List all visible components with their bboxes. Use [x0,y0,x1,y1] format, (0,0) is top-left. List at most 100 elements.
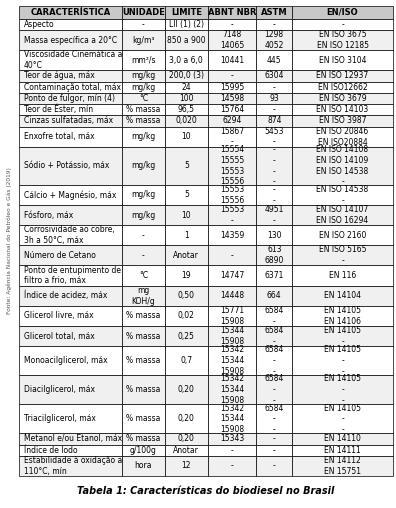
Text: mm²/s: mm²/s [131,56,156,65]
Bar [122,456,165,476]
Bar [257,6,292,19]
Bar [257,50,292,71]
Text: Tabela 1: Características do biodiesel no Brasil: Tabela 1: Características do biodiesel n… [77,486,335,496]
Bar [165,71,208,82]
Text: EN ISO 2160: EN ISO 2160 [319,231,366,240]
Bar [19,147,122,185]
Text: 3,0 a 6,0: 3,0 a 6,0 [169,56,203,65]
Text: % massa: % massa [126,116,160,125]
Bar [122,306,165,326]
Text: -: - [273,83,276,92]
Text: % massa: % massa [126,311,160,321]
Bar [257,245,292,266]
Text: 6584
-
-: 6584 - - [265,374,284,405]
Bar [208,306,257,326]
Bar [257,375,292,404]
Bar [165,126,208,147]
Text: mg/kg: mg/kg [131,190,156,199]
Text: Fósforo, máx: Fósforo, máx [24,210,73,219]
Bar [257,93,292,104]
Text: °C: °C [139,94,148,103]
Bar [257,82,292,93]
Bar [208,147,257,185]
Bar [122,19,165,30]
Bar [19,50,122,71]
Bar [292,71,393,82]
Bar [292,346,393,375]
Text: 96,5: 96,5 [178,105,195,114]
Text: -: - [341,20,344,29]
Text: 10441: 10441 [220,56,244,65]
Text: % massa: % massa [126,434,160,443]
Text: 200,0 (3): 200,0 (3) [169,72,204,80]
Bar [165,346,208,375]
Text: -: - [273,20,276,29]
Text: EN 14104: EN 14104 [324,291,361,300]
Text: Anotar: Anotar [173,446,199,455]
Text: 874: 874 [267,116,282,125]
Bar [165,375,208,404]
Bar [122,285,165,306]
Text: 0,20: 0,20 [178,434,195,443]
Text: EN/ISO: EN/ISO [327,8,358,17]
Text: Ponto de entupimento de
filtro a frio, máx: Ponto de entupimento de filtro a frio, m… [24,266,121,285]
Text: hora: hora [135,461,152,470]
Bar [257,104,292,115]
Bar [257,326,292,346]
Bar [19,346,122,375]
Bar [257,444,292,456]
Bar [208,19,257,30]
Bar [165,444,208,456]
Text: mg/kg: mg/kg [131,161,156,170]
Bar [19,444,122,456]
Text: °C: °C [139,271,148,280]
Text: 93: 93 [269,94,279,103]
Bar [292,93,393,104]
Bar [165,245,208,266]
Text: Anotar: Anotar [173,251,199,260]
Text: Ponto de fulgor, mín (4): Ponto de fulgor, mín (4) [24,94,115,103]
Bar [19,126,122,147]
Text: Aspecto: Aspecto [24,20,55,29]
Text: EN 14105
-
-: EN 14105 - - [324,374,361,405]
Bar [165,456,208,476]
Bar [122,433,165,444]
Text: mg/kg: mg/kg [131,132,156,141]
Bar [292,266,393,285]
Text: EN 14105
EN 14106: EN 14105 EN 14106 [324,306,361,326]
Bar [165,147,208,185]
Text: 130: 130 [267,231,282,240]
Bar [19,104,122,115]
Bar [208,71,257,82]
Bar [165,185,208,205]
Bar [208,104,257,115]
Bar [19,375,122,404]
Bar [208,185,257,205]
Text: EN 14105
-
-: EN 14105 - - [324,345,361,376]
Bar [122,50,165,71]
Text: Glicerol total, máx: Glicerol total, máx [24,332,95,340]
Text: Sódio + Potássio, máx: Sódio + Potássio, máx [24,161,109,170]
Text: 15995: 15995 [220,83,244,92]
Text: 613
6890: 613 6890 [265,245,284,265]
Text: 6304: 6304 [265,72,284,80]
Text: % massa: % massa [126,105,160,114]
Bar [165,285,208,306]
Text: ASTM: ASTM [261,8,287,17]
Text: EN ISO 12937: EN ISO 12937 [316,72,369,80]
Bar [292,50,393,71]
Bar [122,82,165,93]
Bar [19,433,122,444]
Bar [19,266,122,285]
Text: -: - [273,434,276,443]
Text: -: - [273,446,276,455]
Text: 7148
14065: 7148 14065 [220,30,244,50]
Text: 5: 5 [184,161,189,170]
Text: 0,20: 0,20 [178,385,195,394]
Bar [292,326,393,346]
Text: Contaminação total, máx: Contaminação total, máx [24,83,121,92]
Text: Índice de Iodo: Índice de Iodo [24,446,78,455]
Text: % massa: % massa [126,332,160,340]
Bar [122,71,165,82]
Text: Monoacilglicerol, máx: Monoacilglicerol, máx [24,356,108,365]
